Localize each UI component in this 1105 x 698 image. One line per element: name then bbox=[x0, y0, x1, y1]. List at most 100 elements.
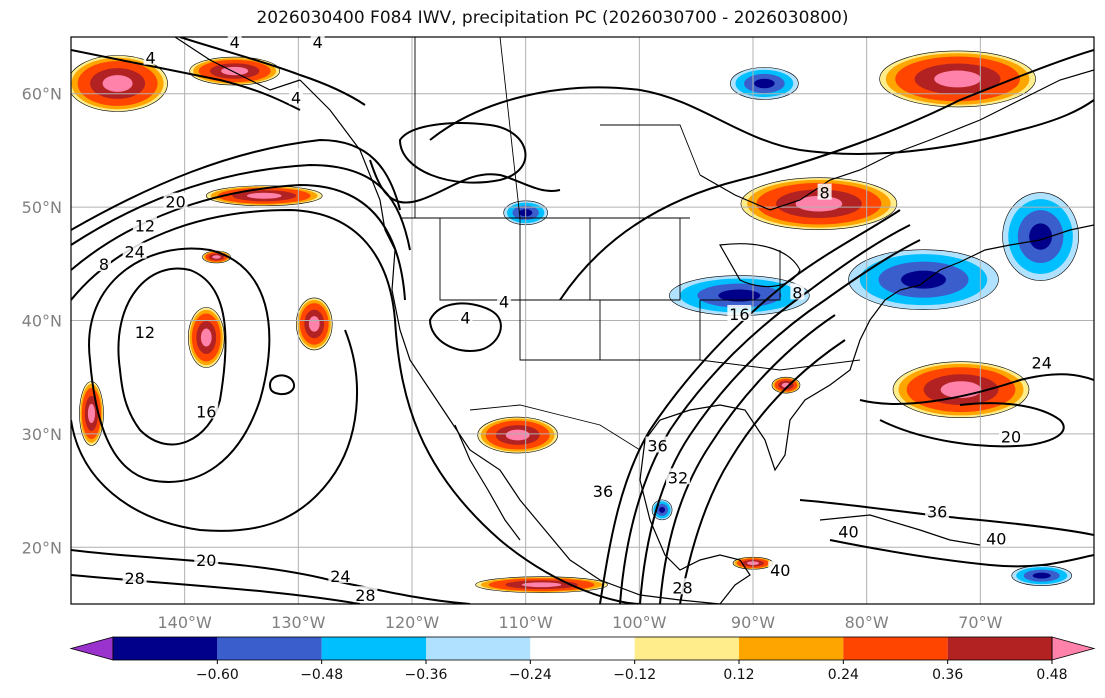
svg-text:4: 4 bbox=[313, 33, 323, 52]
svg-text:8: 8 bbox=[792, 283, 802, 302]
colorbar-segment bbox=[843, 637, 948, 660]
svg-text:28: 28 bbox=[124, 569, 144, 588]
map-title: 2026030400 F084 IWV, precipitation PC (2… bbox=[256, 8, 849, 28]
latitude-label: 40°N bbox=[22, 312, 62, 331]
longitude-label: 90°W bbox=[731, 613, 775, 632]
negative-precip-area bbox=[1002, 192, 1079, 281]
svg-text:20: 20 bbox=[196, 551, 216, 570]
latitude-label: 20°N bbox=[22, 538, 62, 557]
contour-label: 36 bbox=[645, 436, 670, 456]
positive-precip-area bbox=[79, 381, 104, 446]
svg-text:24: 24 bbox=[124, 243, 144, 262]
contour-label: 24 bbox=[122, 242, 147, 262]
positive-precip-area bbox=[475, 576, 608, 594]
svg-text:12: 12 bbox=[135, 323, 155, 342]
colorbar-extend-low bbox=[69, 636, 114, 661]
coastlines bbox=[174, 37, 1094, 604]
colorbar-segment bbox=[426, 637, 531, 660]
negative-precip-area bbox=[730, 67, 799, 100]
colorbar-segment bbox=[947, 637, 1052, 660]
contour-label: 28 bbox=[353, 586, 378, 605]
svg-text:28: 28 bbox=[355, 586, 375, 605]
contour-label: 8 bbox=[817, 183, 832, 203]
longitude-label: 130°W bbox=[271, 613, 326, 632]
positive-precip-area bbox=[740, 177, 898, 230]
svg-text:36: 36 bbox=[593, 482, 613, 501]
positive-precip-area bbox=[71, 55, 168, 112]
latitude-label: 50°N bbox=[22, 198, 62, 217]
contour-label: 8 bbox=[96, 255, 111, 274]
iwv-contours bbox=[71, 37, 1094, 604]
svg-text:4: 4 bbox=[460, 308, 470, 327]
colorbar: −0.60 −0.48 −0.36 −0.24 −0.12 0.12 0.24 0.36 0.4… bbox=[69, 636, 1096, 683]
svg-text:4: 4 bbox=[230, 33, 240, 52]
positive-precip-area bbox=[477, 416, 559, 454]
svg-text:40: 40 bbox=[770, 561, 790, 580]
latitude-label: 60°N bbox=[22, 85, 62, 104]
svg-text:36: 36 bbox=[927, 502, 947, 521]
svg-text:4: 4 bbox=[499, 292, 509, 311]
contour-label: 4 bbox=[227, 32, 242, 52]
svg-text:20: 20 bbox=[1001, 427, 1021, 446]
svg-text:40: 40 bbox=[838, 523, 858, 542]
contour-label: 20 bbox=[999, 427, 1024, 446]
contour-label: 32 bbox=[665, 468, 690, 487]
contour-label: 20 bbox=[194, 551, 219, 570]
longitude-label: 110°W bbox=[498, 613, 553, 632]
contour-label: 4 bbox=[289, 88, 304, 107]
latitude-labels: 60°N 50°N 40°N 30°N 20°N bbox=[22, 85, 62, 558]
contour-label: 36 bbox=[590, 481, 615, 501]
svg-text:8: 8 bbox=[820, 184, 830, 203]
longitude-label: 80°W bbox=[845, 613, 889, 632]
contour-label: 4 bbox=[497, 292, 512, 311]
contour-label: 24 bbox=[1029, 353, 1054, 373]
positive-precip-area bbox=[879, 50, 1036, 108]
contour-label: 40 bbox=[768, 561, 793, 580]
contour-label: 20 bbox=[163, 192, 188, 212]
political-borders bbox=[400, 37, 861, 451]
svg-text:4: 4 bbox=[145, 49, 155, 68]
map-frame bbox=[70, 36, 1095, 605]
contour-label: 24 bbox=[328, 566, 353, 586]
negative-precip-area bbox=[1011, 565, 1073, 586]
colorbar-segment bbox=[113, 637, 218, 660]
svg-text:40: 40 bbox=[986, 529, 1006, 548]
colorbar-segment bbox=[739, 637, 844, 660]
colorbar-tick-label: 0.48 bbox=[1036, 667, 1067, 683]
contour-label: 4 bbox=[310, 32, 325, 52]
longitude-label: 140°W bbox=[157, 613, 212, 632]
svg-text:36: 36 bbox=[647, 437, 667, 456]
colorbar-tick-label: 0.36 bbox=[932, 667, 963, 683]
colorbar-extend-high bbox=[1051, 636, 1096, 661]
contour-label: 12 bbox=[132, 323, 157, 342]
negative-precip-area bbox=[848, 249, 999, 310]
contour-label: 8 bbox=[790, 283, 805, 302]
colorbar-tick-label: −0.48 bbox=[300, 667, 343, 683]
svg-text:24: 24 bbox=[330, 567, 350, 586]
contour-label: 4 bbox=[458, 308, 473, 327]
positive-precip-area bbox=[189, 56, 280, 86]
svg-text:16: 16 bbox=[729, 305, 749, 324]
svg-text:12: 12 bbox=[135, 217, 155, 236]
contour-label: 12 bbox=[132, 216, 157, 236]
contour-labels: 44 44441220248121620242828168836363240364… bbox=[96, 32, 1054, 605]
svg-text:8: 8 bbox=[99, 255, 109, 274]
colorbar-segment bbox=[217, 637, 322, 660]
colorbar-tick-label: 0.24 bbox=[828, 667, 859, 683]
contour-label: 28 bbox=[122, 569, 147, 588]
colorbar-segment bbox=[530, 637, 635, 660]
positive-precip-area bbox=[295, 297, 333, 351]
svg-text:32: 32 bbox=[668, 468, 688, 487]
contour-label: 4 bbox=[143, 48, 158, 68]
svg-text:4: 4 bbox=[291, 88, 301, 107]
colorbar-segment bbox=[321, 637, 426, 660]
positive-precip-area bbox=[187, 307, 225, 368]
colorbar-tick-label: −0.24 bbox=[509, 667, 552, 683]
colorbar-tick-label: −0.12 bbox=[613, 667, 656, 683]
longitude-labels: 140°W 130°W 120°W 110°W 100°W 90°W 80°W 70°W bbox=[157, 613, 1002, 632]
contour-label: 28 bbox=[670, 578, 695, 597]
longitude-label: 120°W bbox=[385, 613, 440, 632]
svg-text:20: 20 bbox=[165, 193, 185, 212]
contour-label: 36 bbox=[925, 502, 950, 521]
